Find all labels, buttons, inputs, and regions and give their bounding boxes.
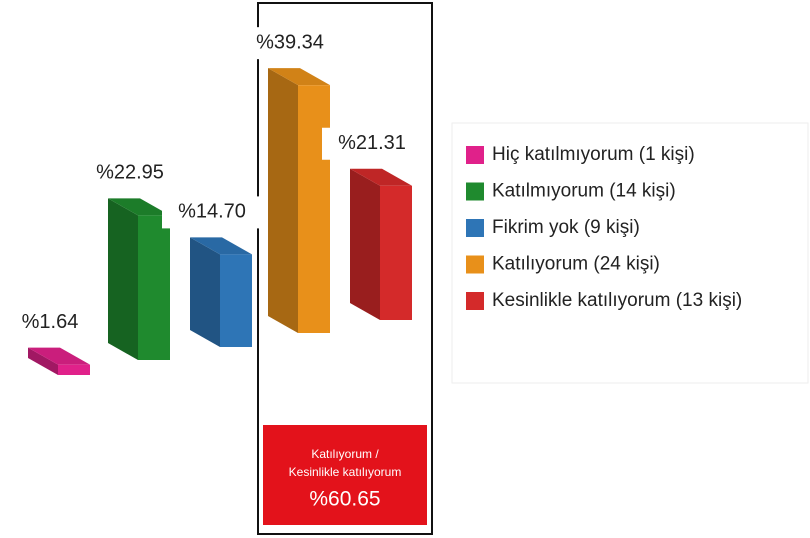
summary-text: Kesinlikle katılıyorum [289,465,402,479]
legend-swatch [466,292,484,310]
legend-swatch [466,255,484,274]
value-label-bg [240,27,340,60]
value-label-bg [80,157,180,190]
legend-label: Hiç katılmıyorum (1 kişi) [492,144,695,165]
value-label: %1.64 [22,311,79,333]
value-label-bg [162,196,262,229]
value-label: %22.95 [96,162,164,184]
value-label: %39.34 [256,31,324,53]
bar-side [268,68,298,334]
legend-swatch [466,182,484,201]
legend-label: Fikrim yok (9 kişi) [492,217,640,238]
bar [380,185,412,320]
bar [220,254,252,347]
highlight-frame [257,2,433,535]
bar-side [28,347,58,375]
value-label-bg [322,127,422,160]
bar-top [108,198,170,216]
summary-text: Katılıyorum / [311,447,379,461]
bar [58,364,90,375]
value-label: %14.70 [178,201,246,223]
bar-side [108,198,138,360]
legend-swatch [466,146,484,164]
legend-label: Kesinlikle katılıyorum (13 kişi) [492,290,742,311]
value-label: %21.31 [338,132,406,154]
value-label-bg [0,306,100,339]
bar-top [190,237,252,255]
bar-top [268,68,330,86]
bar-top [28,347,90,365]
bar [138,215,170,360]
bar-top [350,168,412,186]
bar-side [190,237,220,347]
bar [298,85,330,334]
summary-box [263,425,427,525]
bar-side [350,168,380,320]
legend-box [451,122,809,384]
summary-value: %60.65 [309,488,380,511]
legend-swatch [466,219,484,237]
legend-label: Katılıyorum (24 kişi) [492,254,660,275]
legend-label: Katılmıyorum (14 kişi) [492,181,676,202]
